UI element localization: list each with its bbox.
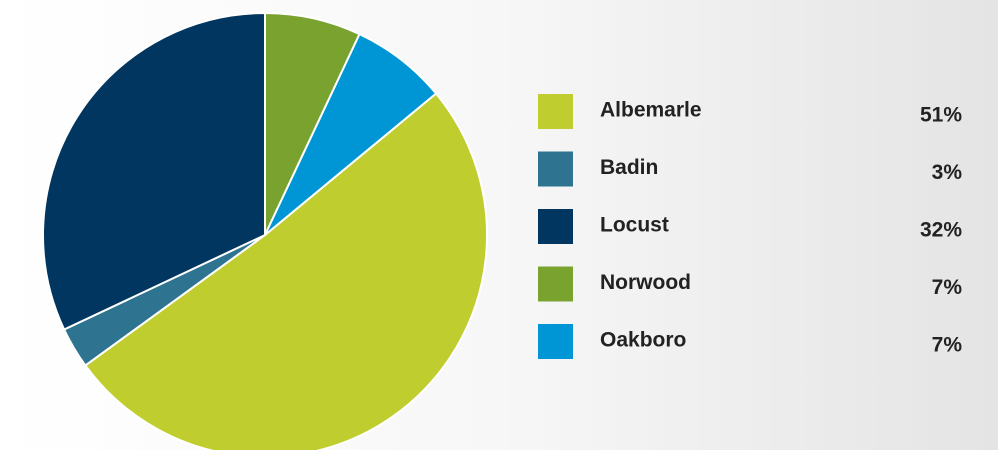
value-label: 51% bbox=[920, 104, 962, 127]
legend-label: Locust bbox=[600, 214, 669, 237]
legend-label: Oakboro bbox=[600, 329, 686, 352]
pie-slice bbox=[264, 32, 438, 236]
legend-swatch bbox=[538, 324, 573, 359]
value-label: 7% bbox=[932, 276, 963, 299]
pie-slice bbox=[84, 92, 488, 450]
legend-swatch bbox=[538, 266, 573, 302]
legend-label: Norwood bbox=[600, 271, 691, 294]
value-label: 3% bbox=[932, 161, 963, 184]
pie-slice bbox=[42, 11, 266, 331]
legend-swatch bbox=[538, 94, 573, 129]
legend-label: Badin bbox=[600, 156, 658, 179]
legend-label: Albemarle bbox=[600, 99, 702, 122]
legend-swatch bbox=[538, 209, 573, 244]
value-label: 7% bbox=[932, 334, 963, 357]
value-label: 32% bbox=[920, 219, 962, 242]
legend-swatch bbox=[538, 151, 573, 187]
